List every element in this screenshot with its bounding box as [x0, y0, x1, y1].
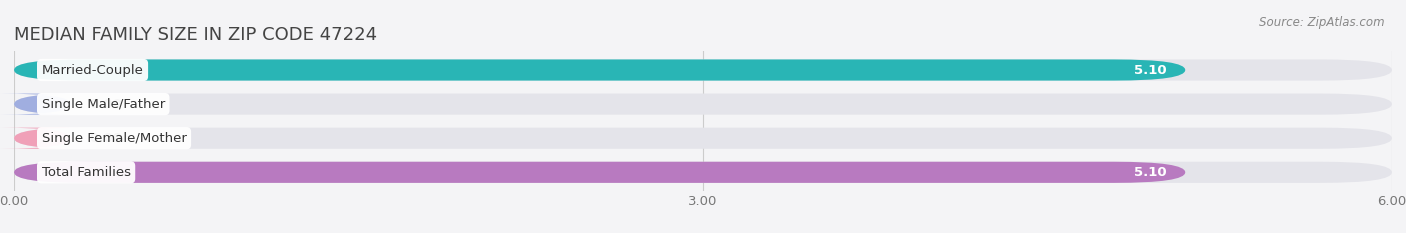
Text: Source: ZipAtlas.com: Source: ZipAtlas.com [1260, 16, 1385, 29]
Text: 5.10: 5.10 [1135, 166, 1167, 179]
FancyBboxPatch shape [0, 93, 86, 115]
FancyBboxPatch shape [0, 128, 86, 149]
Text: Total Families: Total Families [42, 166, 131, 179]
FancyBboxPatch shape [14, 162, 1185, 183]
Text: 5.10: 5.10 [1135, 64, 1167, 76]
FancyBboxPatch shape [14, 59, 1392, 81]
Text: Single Male/Father: Single Male/Father [42, 98, 165, 111]
Text: Single Female/Mother: Single Female/Mother [42, 132, 187, 145]
FancyBboxPatch shape [14, 162, 1392, 183]
FancyBboxPatch shape [14, 59, 1185, 81]
Text: 0.00: 0.00 [90, 98, 122, 111]
FancyBboxPatch shape [14, 93, 1392, 115]
FancyBboxPatch shape [14, 128, 1392, 149]
Text: MEDIAN FAMILY SIZE IN ZIP CODE 47224: MEDIAN FAMILY SIZE IN ZIP CODE 47224 [14, 26, 377, 44]
Text: 0.00: 0.00 [90, 132, 122, 145]
Text: Married-Couple: Married-Couple [42, 64, 143, 76]
